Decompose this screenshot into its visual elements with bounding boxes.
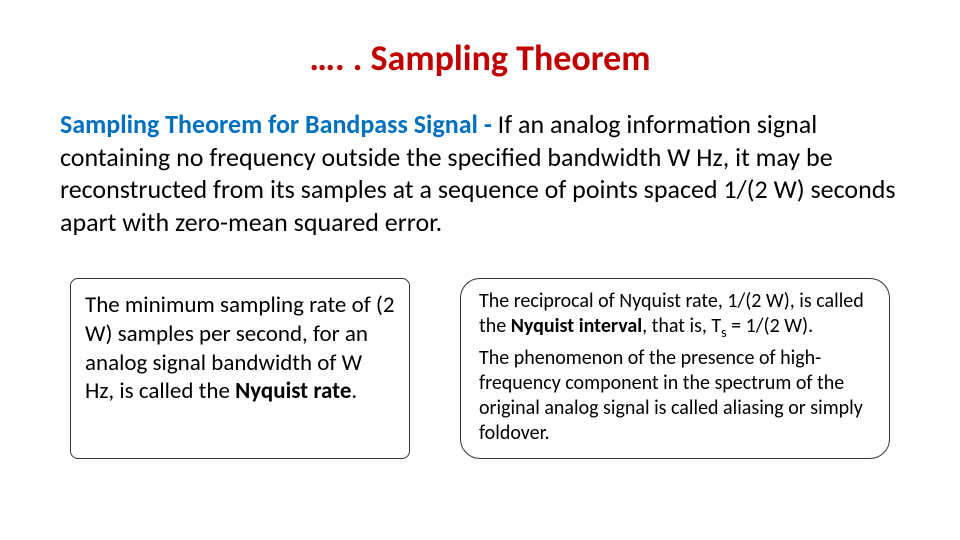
right-box-line2: The phenomenon of the presence of high-f… (479, 346, 871, 446)
left-box-text2: . (351, 377, 357, 405)
nyquist-interval-box: The reciprocal of Nyquist rate, 1/(2 W),… (460, 278, 890, 459)
nyquist-rate-box: The minimum sampling rate of (2 W) sampl… (70, 278, 410, 459)
highlight-phrase: Sampling Theorem for Bandpass Signal - (60, 108, 498, 140)
left-box-bold: Nyquist rate (235, 377, 351, 405)
right-l1b: Nyquist interval (511, 314, 642, 338)
right-box-line1: The reciprocal of Nyquist rate, 1/(2 W),… (479, 289, 871, 342)
main-paragraph: Sampling Theorem for Bandpass Signal - I… (60, 108, 900, 238)
info-boxes-row: The minimum sampling rate of (2 W) sampl… (60, 278, 900, 459)
slide-title: …. . Sampling Theorem (60, 36, 900, 80)
right-l1c: , that is, T (642, 314, 721, 338)
right-l1d: = 1/(2 W). (727, 314, 814, 338)
